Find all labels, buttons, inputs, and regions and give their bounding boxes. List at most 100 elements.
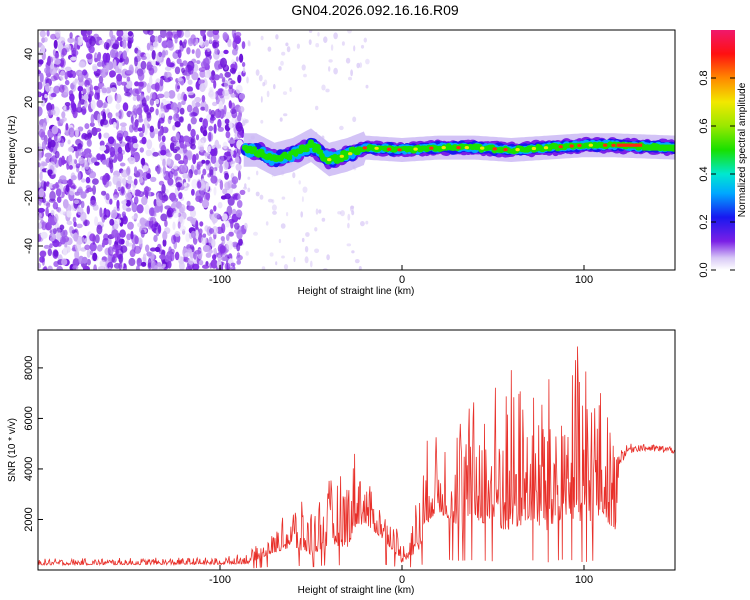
spectrogram-noise-speckle bbox=[141, 157, 146, 166]
spectrogram-noise-speckle bbox=[219, 164, 223, 174]
spectrogram-noise-speckle bbox=[73, 221, 77, 227]
spectrogram-noise-speckle bbox=[126, 76, 131, 82]
spectrogram-noise-speckle bbox=[134, 189, 142, 197]
spectrogram-faint-speckle bbox=[255, 69, 260, 76]
spectrogram-noise-speckle bbox=[112, 244, 119, 250]
spectrogram-noise-speckle bbox=[213, 205, 217, 212]
spectrogram-noise-speckle bbox=[238, 93, 246, 100]
spectrogram-noise-speckle bbox=[179, 225, 187, 232]
spectrogram-noise-speckle bbox=[122, 130, 129, 138]
spectrogram-noise-speckle bbox=[190, 230, 196, 239]
spectrogram-noise-speckle bbox=[103, 132, 110, 139]
spectrogram-noise-speckle bbox=[78, 157, 85, 165]
spectrogram-noise-speckle bbox=[141, 97, 147, 107]
spectrogram-noise-speckle bbox=[137, 127, 143, 132]
spectrogram-noise-speckle bbox=[238, 106, 245, 113]
snr-y-axis-label: SNR (10 * v/v) bbox=[7, 418, 18, 482]
spectrogram-faint-speckle bbox=[280, 60, 284, 66]
spectrogram-noise-speckle bbox=[164, 219, 168, 227]
spectrogram-noise-speckle bbox=[198, 228, 203, 235]
spectrogram-noise-speckle bbox=[133, 196, 139, 205]
spectrogram-noise-speckle bbox=[177, 93, 182, 101]
spectrogram-noise-speckle bbox=[77, 143, 83, 150]
spectrogram-noise-speckle bbox=[213, 186, 217, 196]
spectrogram-faint-speckle bbox=[275, 34, 279, 40]
spectrogram-noise-speckle bbox=[38, 199, 42, 206]
spectrogram-faint-speckle bbox=[247, 40, 250, 47]
spectrogram-noise-speckle bbox=[75, 242, 82, 252]
spectrogram-noise-speckle bbox=[166, 31, 173, 40]
spectrogram-noise-speckle bbox=[64, 243, 68, 248]
spectrogram-noise-speckle bbox=[161, 184, 166, 194]
spectrogram-noise-speckle bbox=[219, 73, 224, 79]
spectrogram-noise-speckle bbox=[41, 140, 47, 150]
spectrogram-noise-speckle bbox=[109, 218, 115, 226]
spectrogram-noise-speckle bbox=[178, 192, 183, 200]
spectrogram-noise-speckle bbox=[136, 49, 142, 57]
spectrogram-noise-speckle bbox=[44, 67, 50, 74]
spectrogram-noise-speckle bbox=[68, 165, 73, 170]
spectrogram-noise-speckle bbox=[73, 232, 79, 242]
spectrogram-noise-speckle bbox=[47, 55, 51, 67]
spectrogram-faint-speckle bbox=[260, 35, 264, 41]
spectrogram-noise-speckle bbox=[170, 142, 175, 152]
spectrogram-noise-speckle bbox=[177, 49, 182, 59]
spectrogram-faint-speckle bbox=[333, 32, 338, 40]
spectrogram-faint-speckle bbox=[365, 58, 370, 65]
spectrogram-noise-speckle bbox=[222, 141, 228, 150]
spectrogram-noise-speckle bbox=[187, 172, 191, 183]
spectrogram-noise-speckle bbox=[153, 206, 161, 213]
spectrogram-noise-speckle bbox=[43, 244, 51, 249]
spectrogram-noise-speckle bbox=[118, 262, 123, 270]
spectrogram-noise-speckle bbox=[94, 161, 100, 166]
spectrogram-noise-speckle bbox=[210, 148, 216, 157]
spectrogram-noise-speckle bbox=[107, 112, 113, 119]
spectrogram-noise-speckle bbox=[73, 199, 79, 205]
spectrogram-noise-speckle bbox=[118, 110, 122, 119]
spectrogram-noise-speckle bbox=[237, 74, 242, 84]
spectrogram-noise-speckle bbox=[127, 221, 134, 230]
spectrogram-trace-peak bbox=[611, 143, 616, 147]
spectrogram-faint-speckle bbox=[340, 210, 345, 217]
spectrogram-noise-speckle bbox=[99, 145, 107, 152]
spectrogram-noise-speckle bbox=[213, 248, 217, 254]
spectrogram-faint-speckle bbox=[304, 256, 309, 264]
spectrogram-noise-speckle bbox=[86, 187, 94, 192]
spectrogram-faint-speckle bbox=[315, 105, 319, 111]
spectrogram-y-ticks: -40 -20 0 20 40 bbox=[23, 48, 43, 254]
spectrogram-noise-speckle bbox=[175, 182, 183, 188]
snr-panel: -100 0 100 2000 4000 6000 8000 Height of stra… bbox=[7, 329, 676, 596]
spectrogram-faint-speckle bbox=[298, 180, 301, 185]
spectrogram-noise-speckle bbox=[182, 135, 190, 142]
spectrogram-noise-speckle bbox=[85, 176, 91, 184]
spectrogram-noise-speckle bbox=[174, 251, 180, 261]
spectrogram-noise-speckle bbox=[168, 170, 174, 179]
spectrogram-noise-speckle bbox=[163, 71, 168, 80]
spectrogram-noise-speckle bbox=[54, 30, 61, 38]
spectrogram-faint-speckle bbox=[258, 74, 263, 82]
spectrogram-faint-speckle bbox=[314, 227, 318, 232]
spectrogram-noise-speckle bbox=[47, 169, 53, 175]
spectrogram-noise-speckle bbox=[83, 100, 88, 108]
spectrogram-noise-speckle bbox=[217, 126, 224, 132]
spectrogram-noise-speckle bbox=[69, 226, 74, 231]
spectrogram-noise-speckle bbox=[131, 215, 137, 220]
spectrogram-noise-speckle bbox=[101, 190, 107, 196]
spectrogram-noise-speckle bbox=[66, 105, 70, 111]
spectrogram-noise-speckle bbox=[105, 209, 109, 216]
spectrogram-noise-speckle bbox=[209, 209, 214, 215]
x-tick-label: -100 bbox=[209, 574, 231, 586]
spectrogram-trace-peak bbox=[397, 148, 402, 152]
spectrogram-faint-speckle bbox=[333, 67, 338, 75]
spectrogram-noise-speckle bbox=[90, 157, 98, 164]
spectrogram-noise-speckle bbox=[228, 231, 234, 237]
spectrogram-noise-speckle bbox=[126, 242, 133, 247]
spectrogram-noise-speckle bbox=[107, 246, 114, 256]
spectrogram-noise-speckle bbox=[74, 159, 78, 165]
spectrogram-noise-speckle bbox=[171, 234, 177, 245]
spectrogram-noise-speckle bbox=[120, 239, 125, 245]
spectrogram-noise-speckle bbox=[107, 136, 115, 145]
spectrogram-noise-speckle bbox=[38, 207, 45, 213]
spectrogram-noise-speckle bbox=[145, 149, 152, 157]
spectrogram-noise-speckle bbox=[155, 98, 160, 105]
